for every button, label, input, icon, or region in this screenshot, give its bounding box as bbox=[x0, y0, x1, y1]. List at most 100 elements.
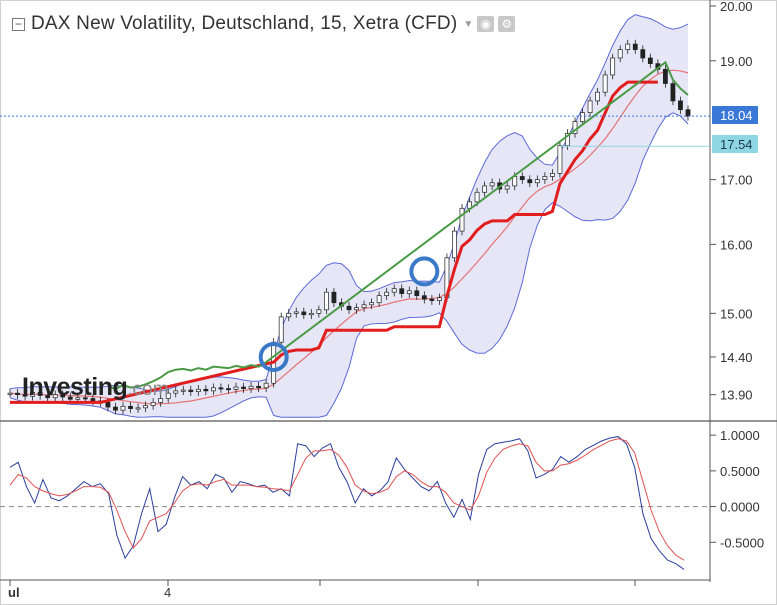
candle-body bbox=[459, 207, 465, 232]
oscillator-lines bbox=[0, 436, 710, 570]
candle-body bbox=[278, 316, 284, 343]
candle-body bbox=[82, 397, 88, 400]
candle-body bbox=[195, 388, 201, 392]
last-price-badge bbox=[712, 106, 758, 124]
candle-body bbox=[7, 392, 13, 395]
candle-body bbox=[376, 295, 382, 304]
candle-body bbox=[316, 309, 322, 314]
candle-body bbox=[663, 68, 668, 84]
candle-body bbox=[406, 290, 412, 294]
candle-body bbox=[60, 394, 66, 398]
candle-body bbox=[617, 49, 623, 59]
candle-body bbox=[37, 392, 43, 396]
candle-body bbox=[226, 388, 231, 391]
candle-body bbox=[384, 291, 390, 297]
supertrend-down bbox=[107, 60, 689, 391]
candle-body bbox=[22, 394, 28, 397]
candle-body bbox=[610, 57, 616, 76]
candle-body bbox=[143, 405, 148, 409]
collapse-icon[interactable]: − bbox=[12, 17, 25, 31]
gear-icon[interactable]: ⚙ bbox=[498, 16, 516, 32]
x-tick-label: ul bbox=[8, 585, 20, 600]
x-axis-ticks: ul 4 bbox=[8, 580, 636, 600]
last-price-label: 18.04 bbox=[720, 108, 753, 123]
candle-body bbox=[512, 176, 518, 187]
candle-body bbox=[113, 406, 118, 411]
candle-body bbox=[165, 392, 171, 399]
candle-body bbox=[685, 109, 691, 117]
candle-body bbox=[670, 83, 676, 102]
candle-body bbox=[324, 291, 329, 311]
candle-body bbox=[399, 288, 405, 294]
candle-body bbox=[482, 185, 487, 193]
candle-body bbox=[45, 395, 51, 399]
candle-body bbox=[354, 307, 359, 311]
band-area bbox=[10, 14, 688, 418]
candle-body bbox=[241, 386, 246, 389]
candle-body bbox=[429, 298, 435, 301]
osc-tick-label: 1.0000 bbox=[720, 428, 760, 443]
dropdown-caret-icon[interactable]: ▼ bbox=[463, 18, 474, 30]
candle-body bbox=[90, 398, 96, 402]
candle-body bbox=[678, 100, 683, 111]
candle-body bbox=[346, 305, 352, 311]
y-tick-label: 16.00 bbox=[720, 237, 753, 252]
candle-body bbox=[625, 43, 631, 50]
eye-icon[interactable]: ◉ bbox=[477, 16, 495, 32]
candle-body bbox=[331, 291, 337, 304]
y-tick-label: 20.00 bbox=[720, 0, 753, 14]
band-lower-line bbox=[9, 112, 689, 418]
y-axis-ticks: 13.90 14.40 15.00 16.00 17.00 19.00 20.00 1.000… bbox=[710, 0, 764, 550]
candle-body bbox=[550, 173, 555, 177]
candle-body bbox=[519, 176, 525, 180]
candle-body bbox=[474, 191, 480, 203]
candle-body bbox=[504, 185, 510, 190]
x-tick-label: 4 bbox=[164, 585, 171, 600]
supertrend-up bbox=[10, 80, 658, 404]
candle-body bbox=[602, 74, 608, 93]
y-tick-label: 13.90 bbox=[720, 388, 753, 403]
candle-body bbox=[489, 182, 495, 187]
candle-body bbox=[67, 396, 73, 400]
candle-body bbox=[233, 386, 239, 390]
candle-body bbox=[248, 385, 254, 389]
candle-body bbox=[308, 312, 314, 316]
candle-body bbox=[542, 176, 548, 180]
candle-body bbox=[565, 133, 570, 146]
logo-suffix: .com bbox=[127, 379, 169, 400]
candle-body bbox=[293, 311, 299, 314]
candle-body bbox=[218, 387, 224, 390]
annotation-circle bbox=[409, 256, 440, 287]
candle-body bbox=[188, 389, 194, 392]
candle-body bbox=[158, 398, 164, 403]
chart-title: DAX New Volatility, Deutschland, 15, Xet… bbox=[31, 13, 458, 34]
candle-body bbox=[632, 43, 638, 50]
osc-tick-label: -0.5000 bbox=[720, 535, 764, 550]
candle-body bbox=[180, 389, 186, 392]
candle-body bbox=[173, 390, 179, 394]
candle-body bbox=[534, 179, 540, 184]
candle-body bbox=[437, 297, 442, 301]
y-tick-label: 17.00 bbox=[720, 173, 753, 188]
candle-body bbox=[414, 290, 420, 297]
candle-body bbox=[640, 49, 646, 59]
candle-body bbox=[369, 302, 374, 306]
candle-body bbox=[421, 295, 427, 300]
candle-body bbox=[580, 112, 585, 122]
chart-header: − DAX New Volatility, Deutschland, 15, X… bbox=[12, 12, 516, 36]
logo-brand: Investing bbox=[22, 373, 128, 401]
candle-body bbox=[391, 288, 397, 293]
candle-body bbox=[203, 388, 209, 392]
annotation-circle bbox=[258, 341, 289, 372]
y-tick-label: 15.00 bbox=[720, 306, 753, 321]
osc-tick-label: 0.0000 bbox=[720, 500, 760, 515]
candle-body bbox=[587, 100, 593, 113]
level-price-label: 17.54 bbox=[720, 137, 753, 152]
oscillator-series-0 bbox=[9, 436, 685, 570]
candle-body bbox=[527, 179, 533, 184]
candle-body bbox=[557, 145, 563, 174]
candle-body bbox=[452, 230, 457, 259]
ma-path bbox=[9, 69, 689, 405]
candle-body bbox=[15, 392, 20, 396]
candle-body bbox=[105, 402, 111, 408]
